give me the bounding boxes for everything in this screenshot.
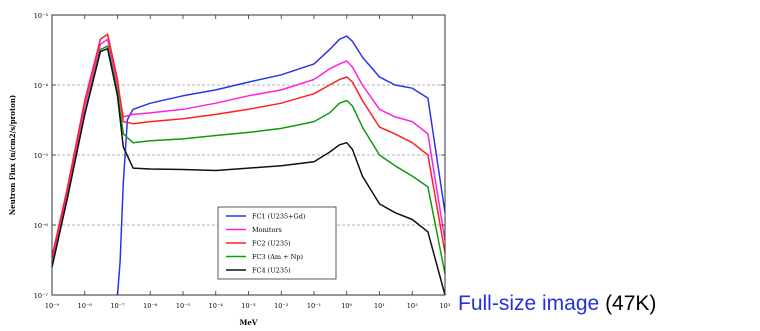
y-tick-label: 10⁻³	[34, 12, 49, 20]
x-tick-label: 10⁻²	[274, 302, 289, 310]
series-line-2	[51, 38, 446, 262]
x-tick-label: 10²	[407, 302, 418, 310]
legend-entry: Monitors	[252, 226, 282, 234]
x-tick-label: 10⁰	[341, 302, 352, 310]
series-line-3	[51, 33, 446, 258]
y-tick-label: 10⁻⁴	[34, 82, 49, 90]
x-axis-label: MeV	[240, 318, 258, 326]
image-size-text: (47K)	[605, 292, 657, 315]
neutron-flux-chart: 10⁻⁹ 10⁻⁸ 10⁻⁷ 10⁻⁶ 10⁻⁵ 10⁻⁴ 10⁻³ 10⁻² 10⁻¹ 10⁰ 1…	[8, 12, 451, 327]
x-tick-label: 10⁻⁸	[78, 302, 93, 310]
full-size-image-link[interactable]: Full-size image	[458, 292, 600, 315]
legend: FC1 (U235+Gd) Monitors FC2 (U235) FC3 (Am +…	[217, 206, 337, 280]
chart-svg: 10⁻⁹ 10⁻⁸ 10⁻⁷ 10⁻⁶ 10⁻⁵ 10⁻⁴ 10⁻³ 10⁻² 10⁻¹ 10⁰ 1…	[8, 12, 451, 327]
x-tick-label: 10⁻⁴	[209, 302, 224, 310]
legend-entry: FC3 (Am + Np)	[252, 253, 304, 261]
x-tick-label: 10⁻⁹	[45, 302, 60, 310]
legend-entry: FC1 (U235+Gd)	[252, 213, 306, 221]
x-tick-label: 10⁻⁶	[143, 302, 158, 310]
series-line-1	[116, 35, 446, 296]
x-tick-label: 10⁻⁵	[176, 302, 191, 310]
x-tick-label: 10³	[440, 302, 451, 310]
y-tick-label: 10⁻⁶	[34, 222, 49, 230]
x-tick-label: 10⁻³	[241, 302, 256, 310]
x-tick-label: 10⁻¹	[307, 302, 322, 310]
series-line-4	[51, 45, 446, 275]
y-tick-label: 10⁻⁵	[34, 152, 49, 160]
x-tick-label: 10¹	[374, 302, 385, 310]
y-axis-label: Neutron Flux (n/cm2/s/proton)	[8, 95, 17, 216]
image-caption: Full-size image (47K)	[458, 292, 656, 316]
series-line-5	[51, 47, 446, 296]
legend-entry: FC2 (U235)	[252, 240, 291, 248]
legend-entry: FC4 (U235)	[252, 267, 291, 275]
x-tick-label: 10⁻⁷	[110, 302, 125, 310]
y-tick-label: 10⁻⁷	[34, 292, 49, 300]
